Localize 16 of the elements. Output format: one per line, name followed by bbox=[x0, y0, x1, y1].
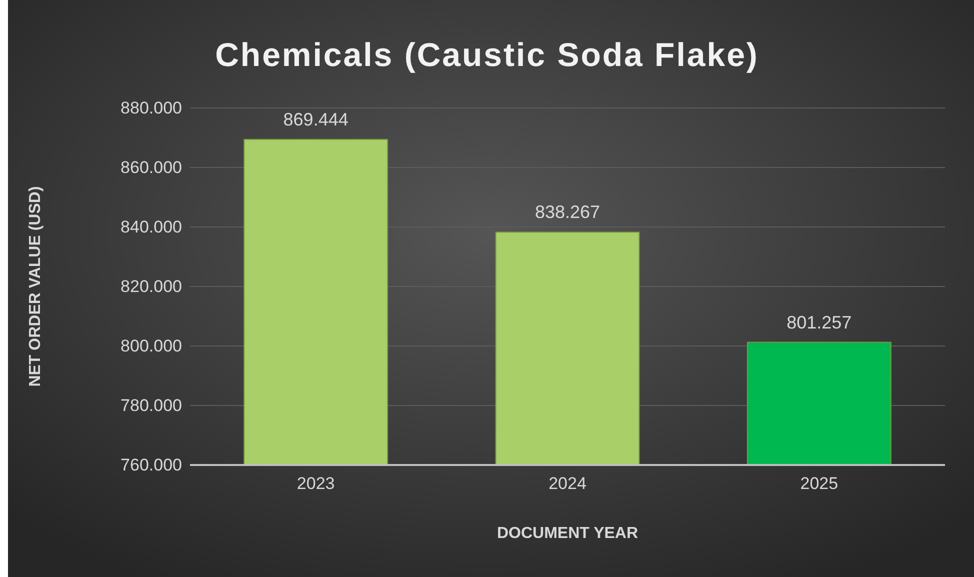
y-tick-label: 800.000 bbox=[120, 336, 182, 356]
y-tick-label: 880.000 bbox=[120, 98, 182, 118]
y-tick-label: 760.000 bbox=[120, 455, 182, 474]
chart-title: Chemicals (Caustic Soda Flake) bbox=[215, 36, 759, 73]
data-label: 869.444 bbox=[283, 109, 348, 130]
y-axis-title: NET ORDER VALUE (USD) bbox=[27, 186, 44, 387]
x-tick-label: 2023 bbox=[296, 474, 335, 494]
data-label: 801.257 bbox=[786, 312, 852, 332]
x-tick-label: 2024 bbox=[548, 474, 586, 494]
data-label: 838.267 bbox=[534, 202, 600, 222]
y-tick-label: 820.000 bbox=[120, 276, 182, 296]
x-axis-title: DOCUMENT YEAR bbox=[496, 525, 638, 542]
y-tick-label: 780.000 bbox=[120, 396, 182, 415]
y-tick-label: 860.000 bbox=[120, 158, 182, 177]
x-tick-label: 2025 bbox=[800, 474, 838, 494]
y-tick-label: 840.000 bbox=[120, 217, 182, 236]
